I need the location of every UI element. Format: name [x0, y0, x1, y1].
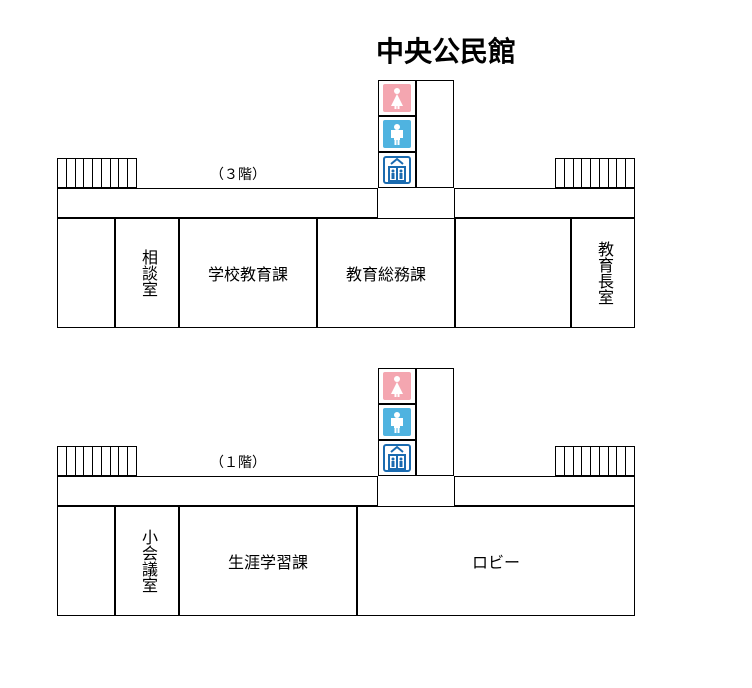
floor-label: （１階） — [210, 452, 266, 472]
room: 小会議室 — [115, 506, 179, 616]
facility-side — [416, 368, 454, 476]
page-title: 中央公民館 — [376, 30, 516, 70]
room: 教育長室 — [571, 218, 635, 328]
room: 学校教育課 — [179, 218, 317, 328]
elevator-icon — [378, 152, 416, 188]
stairs-icon — [555, 158, 635, 188]
room: 生涯学習課 — [179, 506, 357, 616]
room: 相談室 — [115, 218, 179, 328]
room: 教育総務課 — [317, 218, 455, 328]
stairs-icon — [57, 446, 137, 476]
room — [455, 218, 571, 328]
corridor — [57, 188, 378, 218]
stairs-icon — [57, 158, 137, 188]
corridor — [454, 476, 635, 506]
facility-side — [416, 80, 454, 188]
room: ロビー — [357, 506, 635, 616]
male-icon — [378, 404, 416, 440]
room — [57, 506, 115, 616]
female-icon — [378, 368, 416, 404]
elevator-icon — [378, 440, 416, 476]
corridor — [57, 476, 378, 506]
corridor — [454, 188, 635, 218]
floor-label: （３階） — [210, 164, 266, 184]
male-icon — [378, 116, 416, 152]
room — [57, 218, 115, 328]
stairs-icon — [555, 446, 635, 476]
female-icon — [378, 80, 416, 116]
